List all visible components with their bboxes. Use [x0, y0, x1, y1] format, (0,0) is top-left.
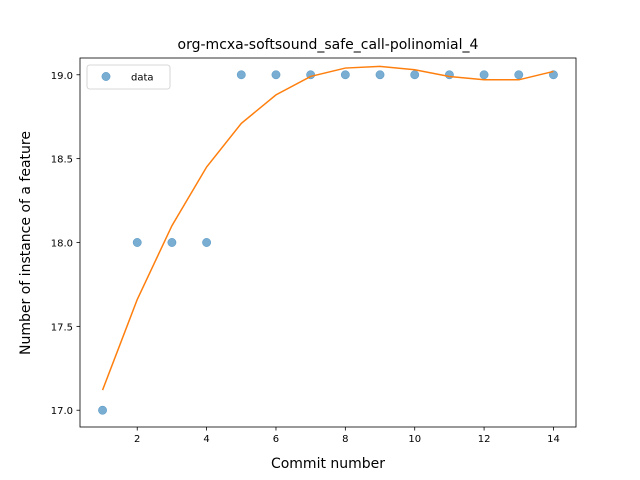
x-tick-label: 14	[547, 434, 560, 445]
x-tick-label: 10	[408, 434, 421, 445]
legend: data	[86, 64, 171, 90]
y-tick-label: 19.0	[51, 71, 73, 82]
y-tick-label: 17.5	[51, 322, 73, 333]
data-point	[236, 70, 246, 80]
data-point	[340, 70, 350, 80]
legend-box	[86, 64, 171, 90]
x-tick-label: 12	[478, 434, 491, 445]
data-point	[410, 70, 420, 80]
data-point	[479, 70, 489, 80]
data-point	[444, 70, 454, 80]
chart-title: org-mcxa-softsound_safe_call-polinomial_…	[178, 37, 479, 53]
y-tick-label: 17.0	[51, 406, 73, 417]
legend-label: data	[131, 73, 154, 84]
y-tick-label: 18.0	[51, 239, 73, 250]
data-point	[167, 238, 177, 247]
fit-line	[101, 65, 554, 391]
x-axis-label: Commit number	[271, 456, 385, 472]
y-tick-label: 18.5	[51, 155, 73, 166]
data-point	[98, 405, 107, 415]
x-tick-label: 2	[134, 434, 140, 445]
legend-marker	[101, 72, 111, 81]
data-point	[514, 70, 524, 80]
data-point	[271, 70, 281, 80]
x-tick-label: 4	[203, 434, 209, 445]
x-tick-label: 6	[273, 434, 279, 445]
x-tick-label: 8	[342, 434, 348, 445]
data-point	[202, 238, 212, 247]
plot-area: 2 4 6 8 10 12 14 17.0 17.5 18.0 18.5 19.0	[51, 57, 577, 445]
data-point	[375, 70, 385, 80]
y-axis-label: Number of instance of a feature	[18, 131, 34, 355]
data-point	[132, 238, 142, 247]
